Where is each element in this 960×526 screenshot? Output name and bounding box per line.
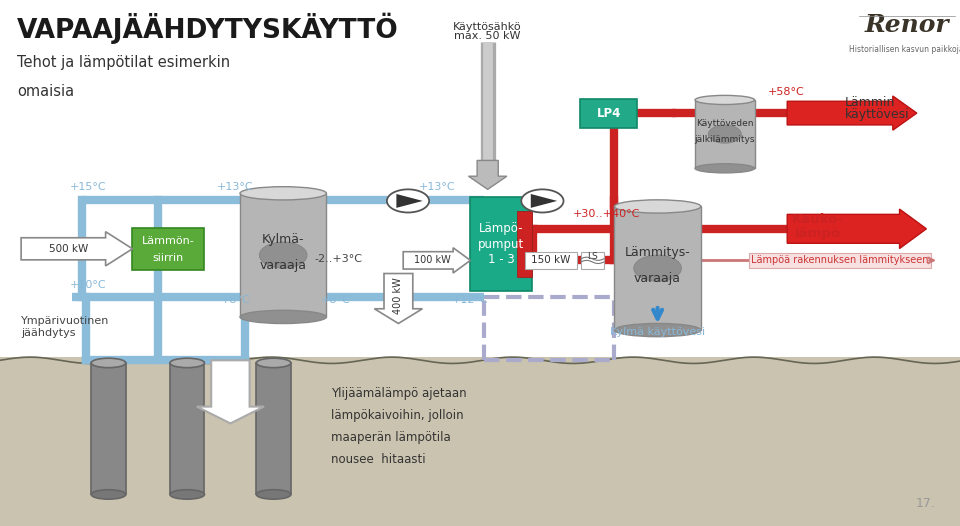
Text: +13°C: +13°C [217, 182, 253, 192]
Bar [614, 207, 701, 330]
Ellipse shape [170, 358, 204, 368]
Polygon shape [787, 209, 926, 249]
Bar [516, 211, 532, 277]
Text: VAPAAJÄÄHDYTYSKÄYTTÖ: VAPAAJÄÄHDYTYSKÄYTTÖ [17, 13, 399, 45]
Text: käyttövesi: käyttövesi [845, 108, 909, 121]
Text: +12°C: +12°C [452, 295, 489, 305]
Polygon shape [197, 360, 264, 423]
Bar [749, 253, 931, 268]
Text: Kylmä-: Kylmä- [262, 233, 304, 246]
Text: +10°C: +10°C [70, 280, 107, 290]
Text: Lämmön-: Lämmön- [142, 236, 194, 246]
Ellipse shape [695, 95, 755, 105]
Text: +30..+40°C: +30..+40°C [573, 209, 640, 219]
Text: Tehot ja lämpötilat esimerkin: Tehot ja lämpötilat esimerkin [17, 55, 230, 70]
Text: max. 50 kW: max. 50 kW [454, 31, 521, 41]
Text: +58°C: +58°C [768, 87, 804, 97]
Bar [470, 197, 532, 291]
Polygon shape [374, 274, 422, 323]
Ellipse shape [614, 200, 701, 213]
Bar [256, 363, 291, 494]
Ellipse shape [170, 490, 204, 499]
Ellipse shape [259, 242, 307, 268]
Ellipse shape [240, 310, 326, 323]
Text: jälkilämmitys: jälkilämmitys [694, 135, 756, 144]
Circle shape [387, 189, 429, 213]
Text: omaisia: omaisia [17, 84, 75, 99]
Ellipse shape [91, 490, 126, 499]
Polygon shape [396, 194, 422, 208]
Text: maaperän lämpötila: maaperän lämpötila [331, 431, 451, 444]
Text: jäähdytys: jäähdytys [21, 328, 76, 338]
Polygon shape [21, 231, 132, 266]
Bar [524, 251, 578, 269]
Text: Lämpöä rakennuksen lämmitykseen: Lämpöä rakennuksen lämmitykseen [752, 255, 928, 266]
Ellipse shape [614, 323, 701, 337]
Text: LP4: LP4 [596, 107, 621, 119]
Text: Renor: Renor [865, 13, 949, 37]
Text: LS: LS [587, 252, 598, 261]
Text: +15°C: +15°C [70, 182, 107, 192]
Text: +8°C: +8°C [221, 295, 250, 305]
Polygon shape [787, 96, 917, 130]
Text: +13°C: +13°C [419, 182, 455, 192]
Text: Lämpö-: Lämpö- [479, 222, 523, 235]
Bar [580, 98, 637, 127]
Circle shape [521, 189, 564, 213]
Text: Kauko-: Kauko- [792, 213, 844, 226]
Text: Käyttösähkö: Käyttösähkö [453, 22, 522, 32]
Text: lämpö: lämpö [795, 227, 841, 239]
Text: Ympärivuotinen: Ympärivuotinen [21, 316, 109, 326]
Ellipse shape [91, 358, 126, 368]
Bar [0, 0, 960, 368]
Text: 1 - 3: 1 - 3 [488, 254, 515, 266]
Text: lämpökaivoihin, jolloin: lämpökaivoihin, jolloin [331, 409, 464, 422]
Text: 17.: 17. [916, 497, 936, 510]
Text: pumput: pumput [478, 238, 524, 250]
Bar [170, 363, 204, 494]
Polygon shape [531, 194, 557, 208]
Bar [581, 251, 604, 269]
Bar [695, 100, 755, 168]
Text: siirrin: siirrin [153, 253, 183, 264]
Text: Lämmin: Lämmin [845, 96, 895, 109]
Ellipse shape [256, 358, 291, 368]
Ellipse shape [695, 164, 755, 173]
Text: 500 kW: 500 kW [50, 244, 88, 254]
Bar [0, 358, 960, 526]
Text: varaaja: varaaja [260, 259, 306, 272]
Text: 100 kW: 100 kW [414, 255, 450, 266]
Text: Lämmitys-: Lämmitys- [625, 246, 690, 259]
Text: Kylmä käyttövesi: Kylmä käyttövesi [610, 327, 706, 337]
Text: 400 kW: 400 kW [394, 277, 403, 314]
Polygon shape [468, 160, 507, 189]
Text: +8°C: +8°C [322, 295, 350, 305]
Bar [91, 363, 126, 494]
Text: Käyttöveden: Käyttöveden [696, 119, 754, 128]
Bar [240, 193, 326, 317]
Text: -2..+3°C: -2..+3°C [315, 254, 363, 265]
Ellipse shape [708, 125, 741, 143]
Text: varaaja: varaaja [635, 272, 681, 285]
Bar [132, 228, 204, 270]
Text: Ylijäämälämpö ajetaan: Ylijäämälämpö ajetaan [331, 387, 467, 400]
Ellipse shape [256, 490, 291, 499]
Text: 150 kW: 150 kW [531, 255, 571, 266]
Text: Historiallisen kasvun paikkoja.: Historiallisen kasvun paikkoja. [849, 45, 960, 54]
Text: nousee  hitaasti: nousee hitaasti [331, 453, 426, 466]
Ellipse shape [240, 187, 326, 200]
Polygon shape [403, 248, 470, 273]
Ellipse shape [634, 255, 682, 281]
